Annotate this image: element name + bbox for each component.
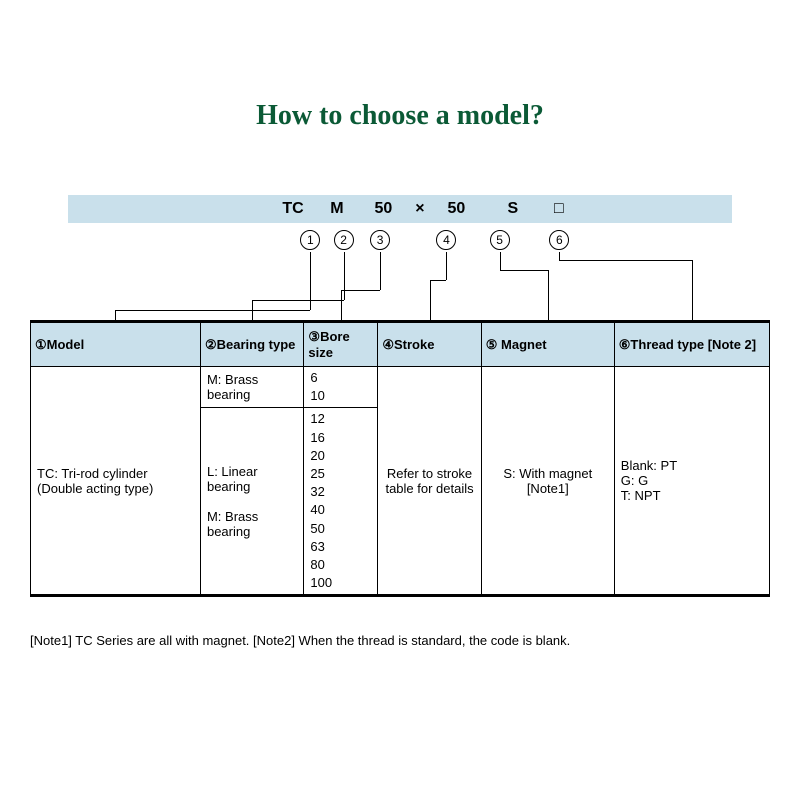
cell-stroke: Refer to stroke table for details (378, 367, 481, 595)
model-segment: TC (68, 195, 314, 223)
cell-model: TC: Tri-rod cylinder (Double acting type… (31, 367, 201, 595)
model-segment: □ (546, 195, 732, 223)
column-header: ⑥Thread type [Note 2] (614, 323, 769, 367)
model-code-bar: TCM50×50S□ (68, 195, 732, 223)
model-segment: × (407, 195, 434, 223)
spec-table: ①Model②Bearing type③Bore size④Stroke⑤ Ma… (30, 322, 770, 595)
cell-bearing-top: M: Brass bearing (200, 367, 303, 408)
cell-bore-main: 12 16 20 25 32 40 50 63 80 100 (304, 408, 378, 595)
index-circle: 1 (300, 230, 320, 250)
cell-magnet: S: With magnet [Note1] (481, 367, 614, 595)
model-segment: 50 (433, 195, 479, 223)
page-title: How to choose a model? (0, 100, 800, 132)
cell-bore-top: 6 10 (304, 367, 378, 408)
index-circle: 5 (490, 230, 510, 250)
cell-thread: Blank: PT G: G T: NPT (614, 367, 769, 595)
title-text: How to choose a model? (256, 100, 544, 131)
footnotes: [Note1] TC Series are all with magnet. [… (30, 632, 770, 650)
column-header: ②Bearing type (200, 323, 303, 367)
spec-table-wrap: ①Model②Bearing type③Bore size④Stroke⑤ Ma… (30, 320, 770, 597)
table-row: TC: Tri-rod cylinder (Double acting type… (31, 367, 770, 408)
index-circle: 4 (436, 230, 456, 250)
column-header: ①Model (31, 323, 201, 367)
cell-bearing-main: L: Linear bearing M: Brass bearing (200, 408, 303, 595)
model-segment: 50 (360, 195, 406, 223)
column-header: ④Stroke (378, 323, 481, 367)
index-circle: 2 (334, 230, 354, 250)
model-segment: S (480, 195, 546, 223)
model-segment: M (314, 195, 360, 223)
column-header: ③Bore size (304, 323, 378, 367)
index-circle: 3 (370, 230, 390, 250)
index-circle: 6 (549, 230, 569, 250)
column-header: ⑤ Magnet (481, 323, 614, 367)
index-circles-row: 123 4 5 6 (68, 230, 732, 254)
table-header-row: ①Model②Bearing type③Bore size④Stroke⑤ Ma… (31, 323, 770, 367)
